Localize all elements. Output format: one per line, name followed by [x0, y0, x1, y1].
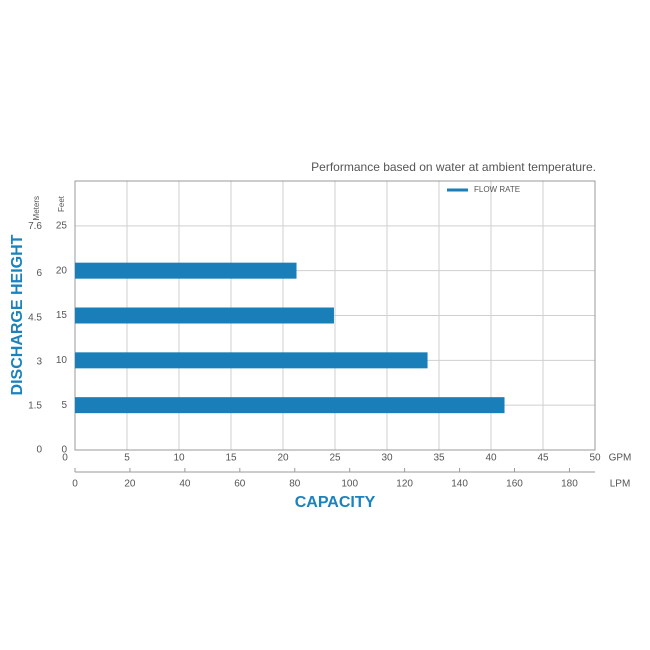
x-tick-label: 35: [433, 453, 445, 464]
bar: [75, 307, 334, 324]
x2-tick-label: 0: [72, 479, 78, 490]
x-tick-label: 5: [124, 453, 130, 464]
x2-tick-label: 80: [289, 479, 301, 490]
x2-tick-label: 20: [124, 479, 136, 490]
legend-label: FLOW RATE: [474, 185, 520, 194]
y2-tick-label: 1.5: [28, 401, 42, 412]
y-axis-label: DISCHARGE HEIGHT: [9, 234, 26, 395]
y2-tick-label: 3: [36, 356, 42, 367]
y-tick-label: 0: [61, 445, 67, 456]
y2-tick-label: 7.6: [28, 221, 42, 232]
y2-tick-label: 0: [36, 445, 42, 456]
x-tick-label: 50: [589, 453, 601, 464]
bar: [75, 262, 297, 279]
x-tick-label: 15: [225, 453, 237, 464]
y-tick-label: 10: [56, 355, 68, 366]
x-tick-label: 45: [537, 453, 549, 464]
y2-unit: Meters: [32, 196, 41, 220]
x2-tick-label: 40: [179, 479, 191, 490]
bar: [75, 352, 428, 369]
y-tick-label: 25: [56, 220, 68, 231]
x2-tick-label: 160: [506, 479, 523, 490]
x-tick-label: 10: [173, 453, 185, 464]
x-unit: GPM: [609, 453, 632, 464]
y-tick-label: 20: [56, 265, 68, 276]
x2-tick-label: 100: [341, 479, 358, 490]
y-tick-label: 5: [61, 400, 67, 411]
x2-tick-label: 180: [561, 479, 578, 490]
x2-tick-label: 140: [451, 479, 468, 490]
y-tick-label: 15: [56, 310, 68, 321]
x-tick-label: 25: [329, 453, 341, 464]
x2-tick-label: 60: [234, 479, 246, 490]
bar: [75, 397, 505, 414]
y-unit: Feet: [57, 195, 66, 212]
x2-tick-label: 120: [396, 479, 413, 490]
y2-tick-label: 6: [36, 268, 42, 279]
x-tick-label: 40: [485, 453, 497, 464]
x-axis-label: CAPACITY: [295, 494, 376, 511]
y2-tick-label: 4.5: [28, 312, 42, 323]
x2-unit: LPM: [610, 479, 631, 490]
x-tick-label: 20: [277, 453, 289, 464]
x-tick-label: 30: [381, 453, 393, 464]
chart-title: Performance based on water at ambient te…: [311, 160, 596, 174]
x-tick-label: 0: [62, 453, 68, 464]
